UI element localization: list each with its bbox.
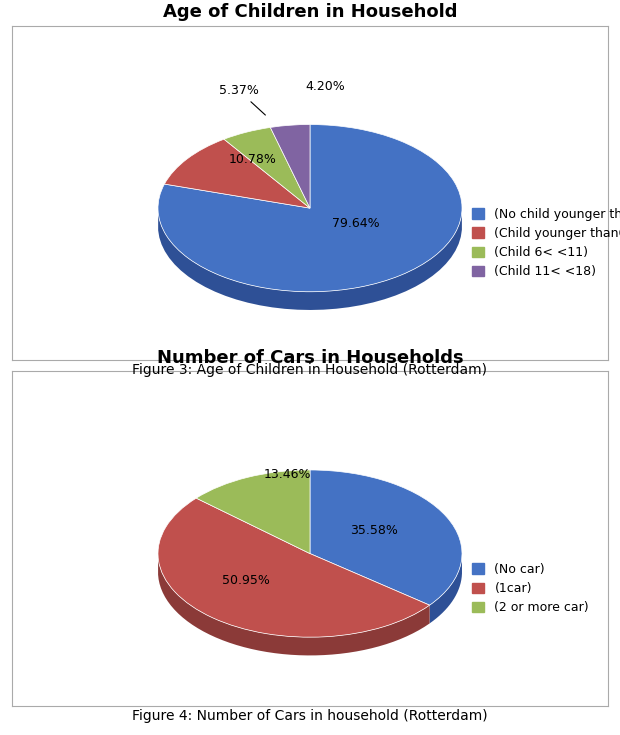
Wedge shape <box>310 470 462 605</box>
Text: 50.95%: 50.95% <box>222 575 270 587</box>
Text: 13.46%: 13.46% <box>264 468 311 481</box>
Legend: (No child younger than 18), (Child younger than6), (Child 6< <11), (Child 11< <1: (No child younger than 18), (Child young… <box>472 208 620 279</box>
Text: 10.78%: 10.78% <box>228 153 276 166</box>
Text: Figure 3: Age of Children in Household (Rotterdam): Figure 3: Age of Children in Household (… <box>133 363 487 377</box>
Polygon shape <box>430 556 462 623</box>
Wedge shape <box>164 139 310 208</box>
Polygon shape <box>158 556 430 656</box>
Text: Figure 4: Number of Cars in household (Rotterdam): Figure 4: Number of Cars in household (R… <box>132 709 488 723</box>
Text: 79.64%: 79.64% <box>332 217 379 230</box>
Text: 5.37%: 5.37% <box>219 84 265 115</box>
Text: 4.20%: 4.20% <box>305 80 345 93</box>
Wedge shape <box>158 124 462 292</box>
Wedge shape <box>224 127 310 208</box>
Title: Number of Cars in Households: Number of Cars in Households <box>157 349 463 367</box>
Legend: (No car), (1car), (2 or more car): (No car), (1car), (2 or more car) <box>472 563 589 614</box>
Wedge shape <box>158 498 430 637</box>
Text: 35.58%: 35.58% <box>350 524 398 537</box>
Wedge shape <box>270 124 310 208</box>
Title: Age of Children in Household: Age of Children in Household <box>162 4 458 21</box>
Polygon shape <box>158 212 462 310</box>
Wedge shape <box>196 470 310 553</box>
